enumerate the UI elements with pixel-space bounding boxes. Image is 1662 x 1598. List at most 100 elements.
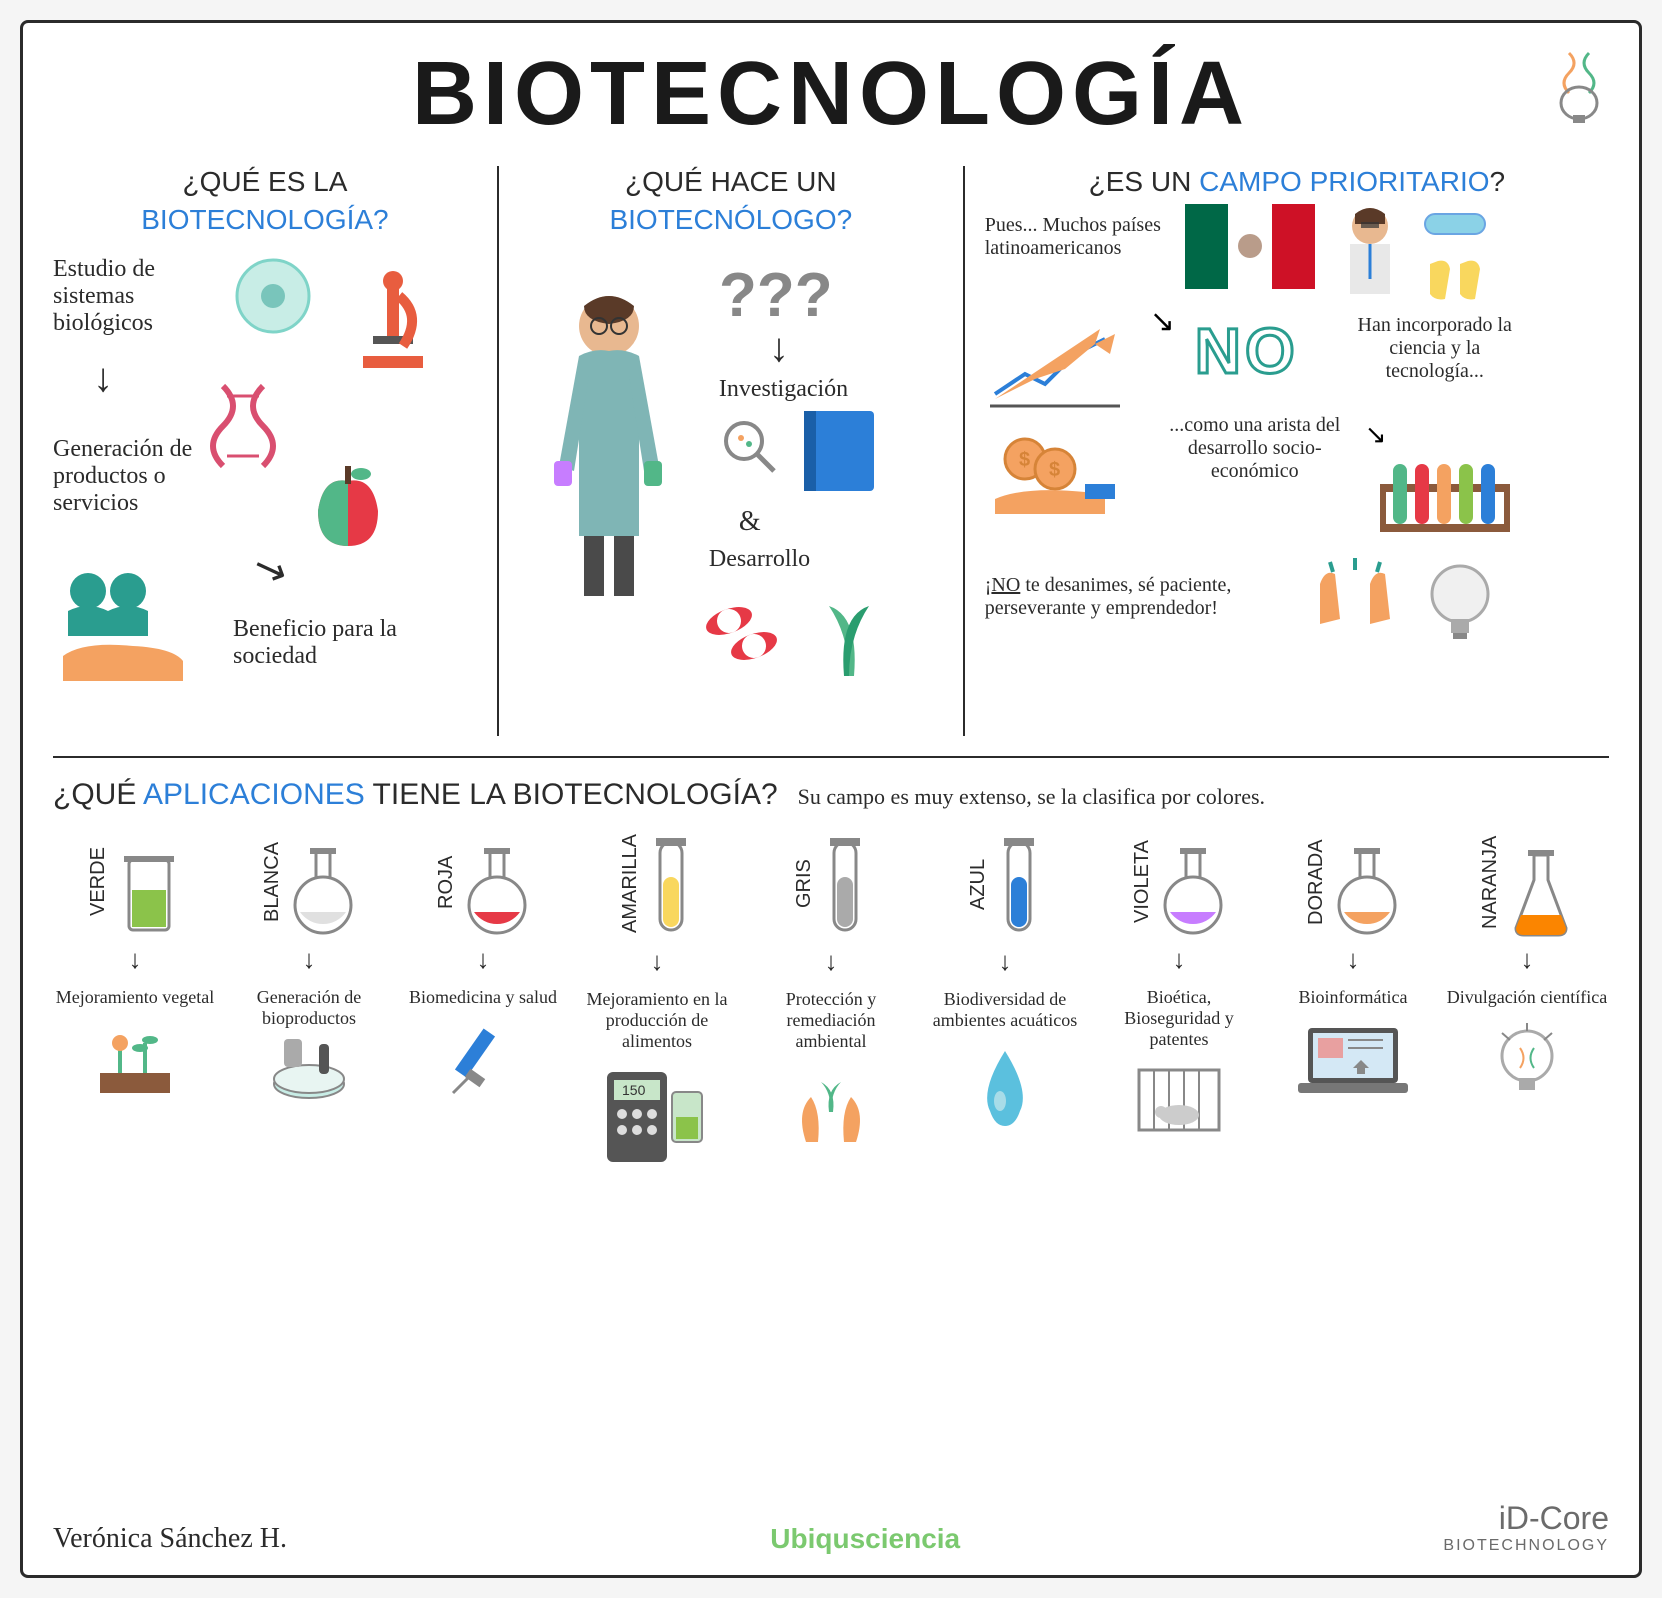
app-label: VIOLETA (1131, 832, 1154, 932)
apple-icon (303, 456, 393, 556)
svg-text:$: $ (1019, 449, 1030, 471)
section3-text4: ¡NO te desanimes, sé paciente, persevera… (985, 574, 1285, 620)
app-desc: Biodiversidad de ambientes acuáticos (923, 989, 1087, 1031)
top-sections: ¿QUÉ ES LA BIOTECNOLOGÍA? Estudio de sis… (53, 166, 1609, 758)
section3-q1-pre: ¿ES UN (1089, 166, 1199, 197)
app-label: ROJA (435, 832, 458, 932)
brand2-main: iD-Core (1443, 1500, 1609, 1537)
page-title: BIOTECNOLOGÍA (53, 43, 1609, 146)
book-icon (799, 406, 879, 496)
microscope-icon (343, 266, 443, 386)
gloves-icon (1420, 249, 1490, 304)
app-detail-icon (1492, 1018, 1562, 1108)
app-desc: Bioética, Bioseguridad y patentes (1097, 987, 1261, 1050)
app-detail-icon (264, 1039, 354, 1109)
raised-hands-icon (1305, 554, 1405, 634)
scientist-icon (529, 286, 689, 606)
apps-title: ¿QUÉ APLICACIONES TIENE LA BIOTECNOLOGÍA… (53, 778, 778, 812)
section2-q1: ¿QUÉ HACE UN (519, 166, 943, 198)
chart-icon (985, 324, 1125, 414)
flask-icon (462, 840, 532, 940)
pills-icon (699, 596, 789, 666)
flask-icon (1506, 840, 1576, 940)
section-what-does: ¿QUÉ HACE UN BIOTECNÓLOGO? (519, 166, 965, 736)
app-column-gris: GRIS ↓ Protección y remediación ambienta… (749, 832, 913, 1172)
people-hand-icon (53, 566, 193, 686)
arrow-icon: ↘ (246, 542, 293, 597)
section-what-is: ¿QUÉ ES LA BIOTECNOLOGÍA? Estudio de sis… (53, 166, 499, 736)
app-label: AMARILLA (619, 834, 642, 934)
goggles-icon (1420, 204, 1490, 244)
app-column-roja: ROJA ↓ Biomedicina y salud (401, 832, 565, 1172)
arrow-icon: ↘ (1150, 304, 1175, 339)
svg-text:$: $ (1049, 459, 1060, 481)
app-label: BLANCA (261, 832, 284, 932)
app-desc: Mejoramiento en la producción de aliment… (575, 989, 739, 1052)
apps-grid: VERDE ↓ Mejoramiento vegetal BLANCA ↓ Ge… (53, 832, 1609, 1172)
coins-icon: $$ (985, 434, 1115, 524)
section2-q2: BIOTECNÓLOGO? (519, 204, 943, 236)
app-column-azul: AZUL ↓ Biodiversidad de ambientes acuáti… (923, 832, 1087, 1172)
app-desc: Divulgación científica (1447, 987, 1607, 1008)
arrow-icon: ↓ (93, 356, 113, 401)
section3-q1-post: ? (1490, 166, 1506, 197)
app-label: DORADA (1305, 832, 1328, 932)
svg-text:150: 150 (622, 1082, 646, 1098)
app-detail-icon (786, 1062, 876, 1152)
app-label: VERDE (87, 832, 110, 932)
section3-title: ¿ES UN CAMPO PRIORITARIO? (985, 166, 1609, 198)
arrow-icon: ↓ (651, 946, 664, 977)
section3-text1: Pues... Muchos países latinoamericanos (985, 214, 1165, 260)
flask-icon (1158, 840, 1228, 940)
bulb-dna-icon (1549, 43, 1609, 123)
section3-text3: ...como una arista del desarrollo socio-… (1155, 414, 1355, 483)
app-desc: Generación de bioproductos (227, 987, 391, 1029)
question-marks-icon: ??? (719, 256, 859, 336)
section3-q1-hl: CAMPO PRIORITARIO (1199, 166, 1489, 197)
app-label: AZUL (967, 834, 990, 934)
app-column-naranja: NARANJA ↓ Divulgación científica (1445, 832, 1609, 1172)
lightbulb-icon (1425, 559, 1495, 649)
app-desc: Bioinformática (1299, 987, 1408, 1008)
app-column-amarilla: AMARILLA ↓ Mejoramiento en la producción… (575, 832, 739, 1172)
apps-title-post: TIENE LA BIOTECNOLOGÍA? (365, 778, 778, 811)
flask-icon (820, 832, 870, 942)
section1-text3: Beneficio para la sociedad (233, 616, 433, 670)
section2-text1: Investigación (719, 376, 848, 403)
cell-icon (233, 256, 313, 336)
section1-q1: ¿QUÉ ES LA (53, 166, 477, 198)
flask-icon (1332, 840, 1402, 940)
section3-text2: Han incorporado la ciencia y la tecnolog… (1345, 314, 1525, 383)
apps-title-pre: ¿QUÉ (53, 778, 143, 811)
section3-no: NO (1195, 314, 1299, 388)
section2-amp: & (739, 506, 761, 538)
app-column-dorada: DORADA ↓ Bioinformática (1271, 832, 1435, 1172)
app-column-violeta: VIOLETA ↓ Bioética, Bioseguridad y paten… (1097, 832, 1261, 1172)
section1-text2: Generación de productos o servicios (53, 436, 233, 517)
flask-icon (114, 840, 184, 940)
scientist2-icon (1335, 204, 1405, 294)
app-detail-icon (970, 1041, 1040, 1131)
apps-title-hl: APLICACIONES (143, 778, 365, 811)
arrow-icon: ↘ (1365, 419, 1387, 450)
app-desc: Mejoramiento vegetal (56, 987, 214, 1008)
arrow-icon: ↓ (1173, 944, 1186, 975)
arrow-icon: ↓ (1521, 944, 1534, 975)
brand2-sub: BIOTECHNOLOGY (1443, 1537, 1609, 1555)
signature: Verónica Sánchez H. (53, 1523, 287, 1555)
arrow-icon: ↓ (303, 944, 316, 975)
section-priority: ¿ES UN CAMPO PRIORITARIO? Pues... Muchos… (985, 166, 1609, 736)
footer: Verónica Sánchez H. Ubiqusciencia iD-Cor… (53, 1500, 1609, 1555)
test-tubes-icon (1375, 454, 1515, 544)
app-column-blanca: BLANCA ↓ Generación de bioproductos (227, 832, 391, 1172)
mexico-flag-icon (1185, 204, 1315, 289)
app-detail-icon: 150 (602, 1062, 712, 1172)
arrow-icon: ↓ (1347, 944, 1360, 975)
app-detail-icon (90, 1018, 180, 1098)
arrow-icon: ↓ (825, 946, 838, 977)
app-desc: Biomedicina y salud (409, 987, 557, 1008)
arrow-icon: ↓ (769, 326, 789, 371)
app-detail-icon (1293, 1018, 1413, 1108)
app-desc: Protección y remediación ambiental (749, 989, 913, 1052)
brand-idcore: iD-Core BIOTECHNOLOGY (1443, 1500, 1609, 1555)
